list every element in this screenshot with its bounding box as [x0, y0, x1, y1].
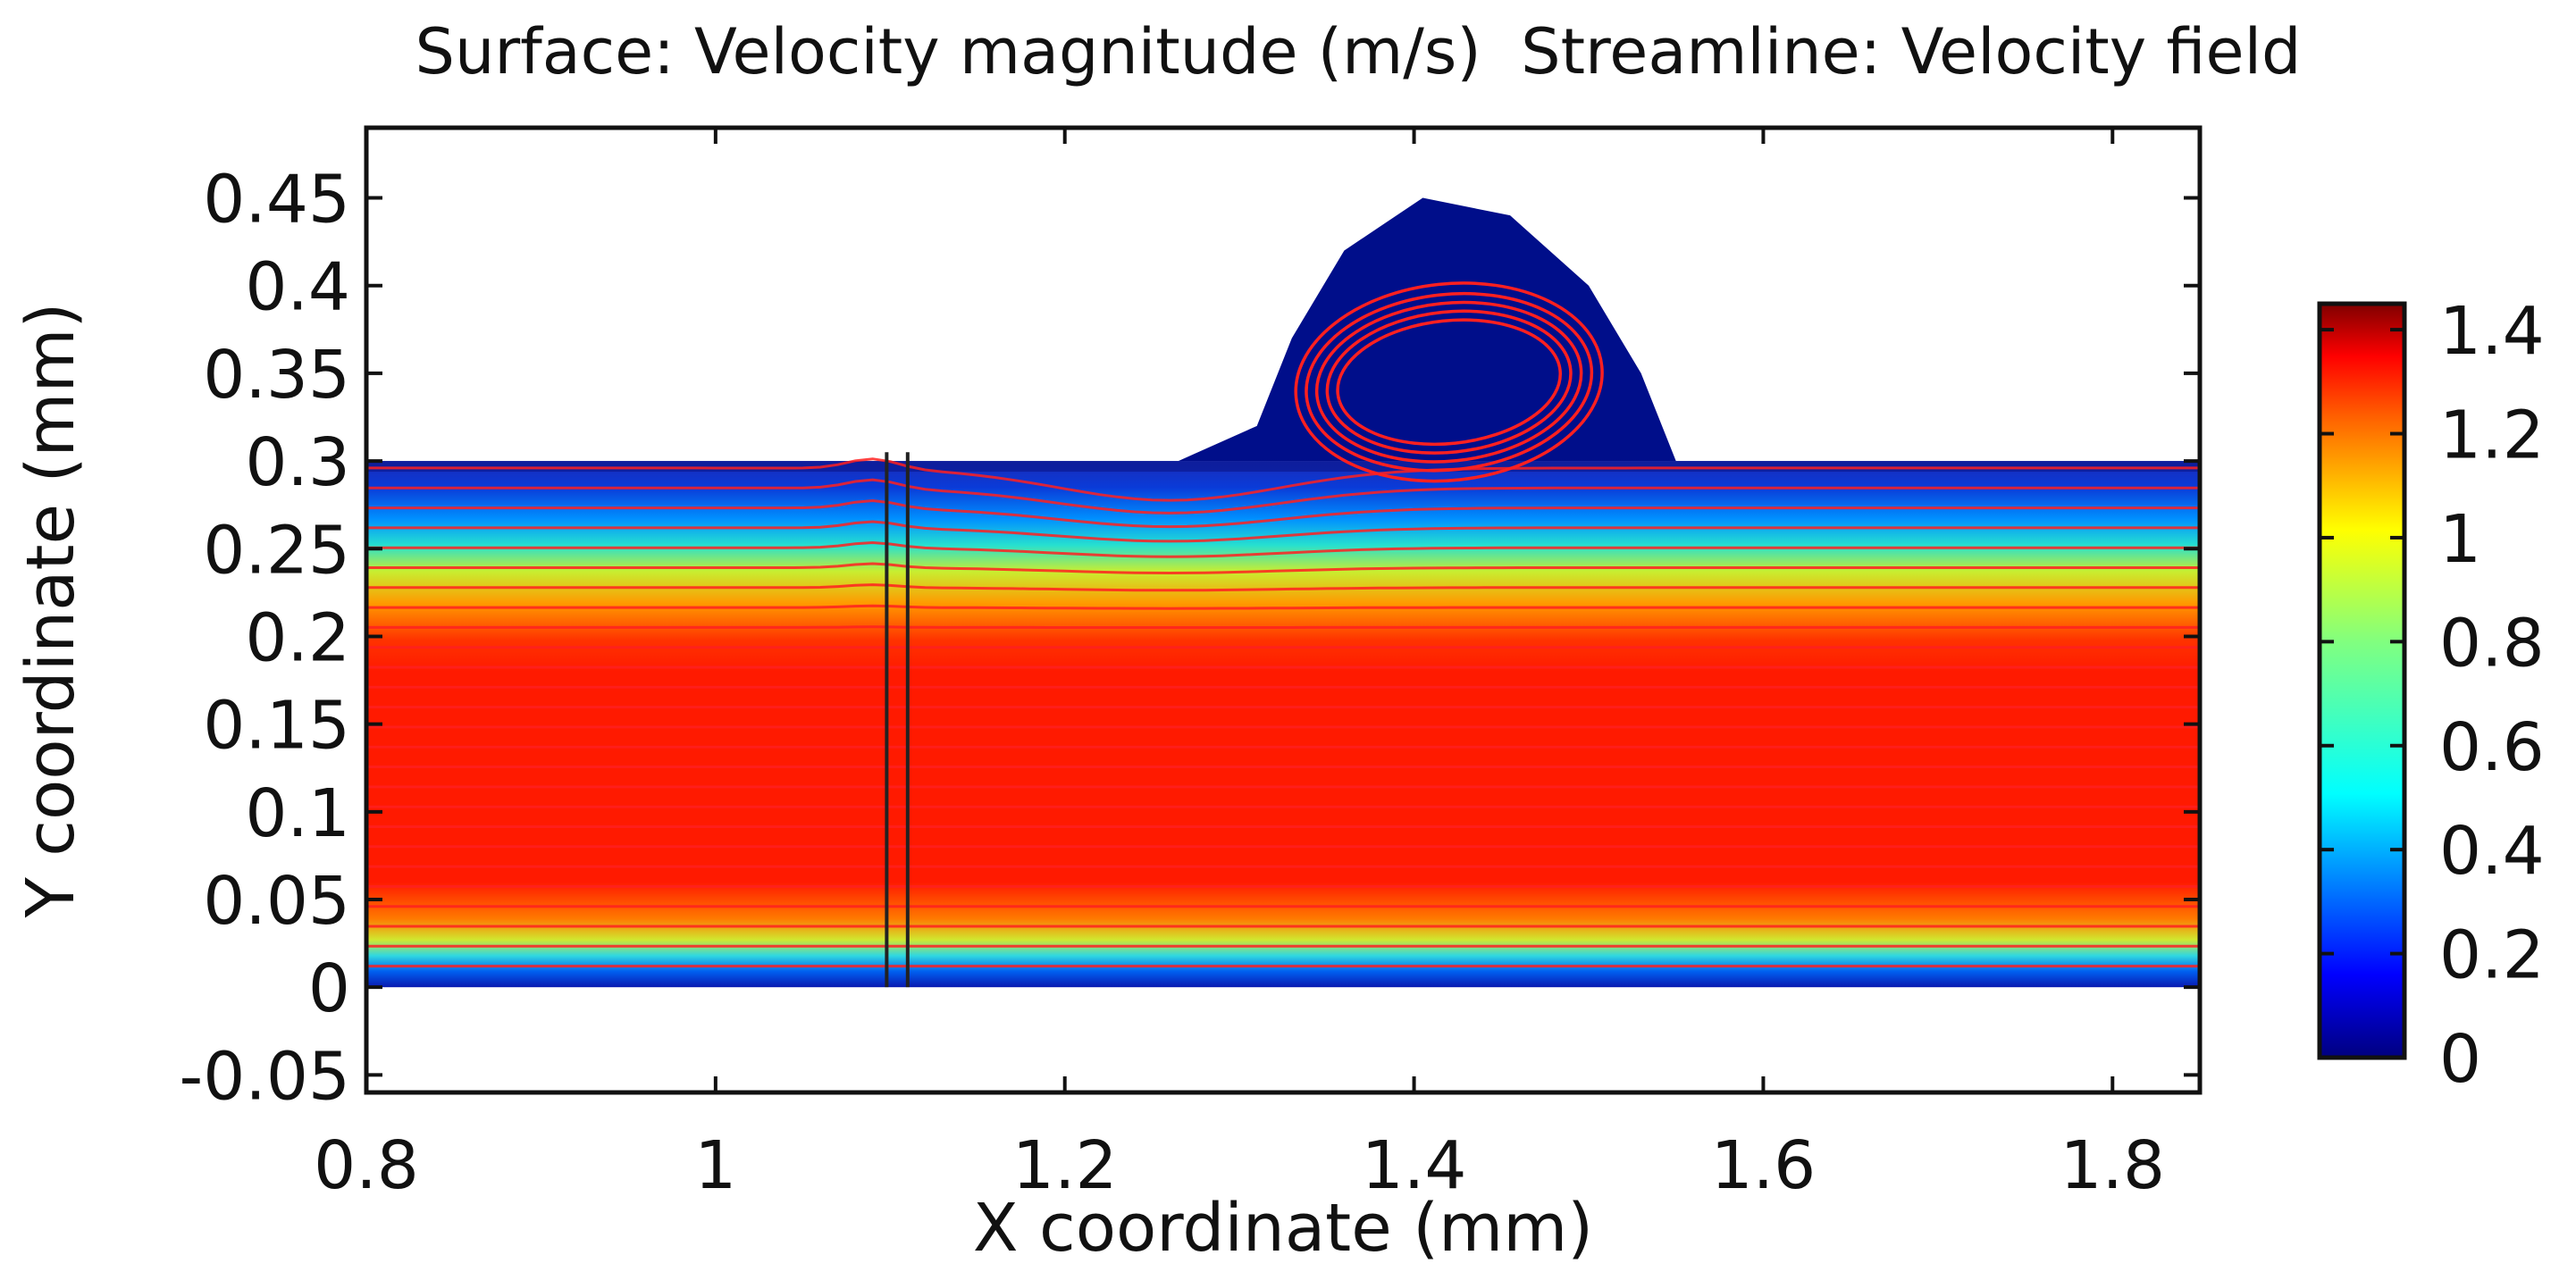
cavity-surface: [1178, 197, 1676, 462]
colorbar-tick-label: 0.2: [2439, 917, 2545, 994]
plot-area: [366, 197, 2200, 988]
x-tick-label: 1: [694, 1127, 736, 1204]
y-tick-label: 0.45: [203, 162, 350, 238]
x-tick-label: 1.2: [1012, 1127, 1118, 1204]
channel-surface: [366, 461, 2200, 988]
y-tick-label: 0.1: [245, 775, 350, 852]
streamline: [366, 625, 2200, 629]
colorbar-tick-label: 0: [2439, 1021, 2481, 1098]
vortex-streamline: [1314, 300, 1583, 464]
top-wall-band: [366, 461, 2200, 473]
streamline: [366, 562, 2200, 575]
y-tick-label: 0.35: [203, 337, 350, 414]
y-tick-label: 0.15: [203, 688, 350, 765]
streamline: [366, 604, 2200, 610]
y-axis-label: Y coordinate (mm): [13, 303, 89, 919]
colorbar-tick-label: 1.2: [2439, 398, 2545, 474]
colorbar-gradient: [2317, 301, 2407, 1060]
streamline: [366, 540, 2200, 558]
vortex-streamline: [1305, 291, 1594, 473]
vortex-streamline: [1325, 309, 1573, 455]
streamline: [366, 457, 2200, 502]
colorbar-tick-label: 0.4: [2439, 813, 2545, 890]
y-tick-label: 0.05: [203, 863, 350, 940]
colorbar-ticks: 1.4 1.2 1 0.8 0.6 0.4 0.2 0: [2320, 293, 2545, 1098]
x-tick-label: 1.8: [2060, 1127, 2165, 1204]
y-axis: 0.45 0.4 0.35 0.3 0.25 0.2 0.15 0.1 0.05 0 -0.05: [180, 162, 2200, 1115]
vortex-streamline: [1336, 318, 1563, 447]
x-axis: 0.8 1 1.2 1.4 1.6 1.8: [314, 128, 2165, 1204]
x-tick-label: 1.4: [1362, 1127, 1467, 1204]
chart-title: Surface: Velocity magnitude (m/s) Stream…: [415, 15, 2302, 88]
y-tick-label: 0.25: [203, 512, 350, 589]
y-tick-label: -0.05: [180, 1038, 350, 1115]
x-tick-label: 0.8: [314, 1127, 419, 1204]
colorbar-tick-label: 1.4: [2439, 293, 2545, 370]
streamline: [366, 520, 2200, 543]
y-tick-label: 0.4: [245, 249, 350, 326]
y-tick-label: 0: [308, 950, 350, 1027]
x-axis-label: X coordinate (mm): [973, 1190, 1593, 1267]
y-tick-label: 0.3: [245, 424, 350, 501]
colorbar-tick-label: 0.8: [2439, 605, 2545, 682]
colorbar-tick-label: 1: [2439, 501, 2481, 578]
y-tick-label: 0.2: [245, 599, 350, 676]
vortex-streamline: [1294, 281, 1604, 483]
streamline: [366, 498, 2200, 529]
x-tick-label: 1.6: [1711, 1127, 1817, 1204]
colorbar: 1.4 1.2 1 0.8 0.6 0.4 0.2 0: [2317, 293, 2545, 1098]
streamline: [366, 583, 2200, 592]
colorbar-tick-label: 0.6: [2439, 709, 2545, 786]
streamline: [366, 478, 2200, 515]
plot-frame: [364, 125, 2203, 1095]
